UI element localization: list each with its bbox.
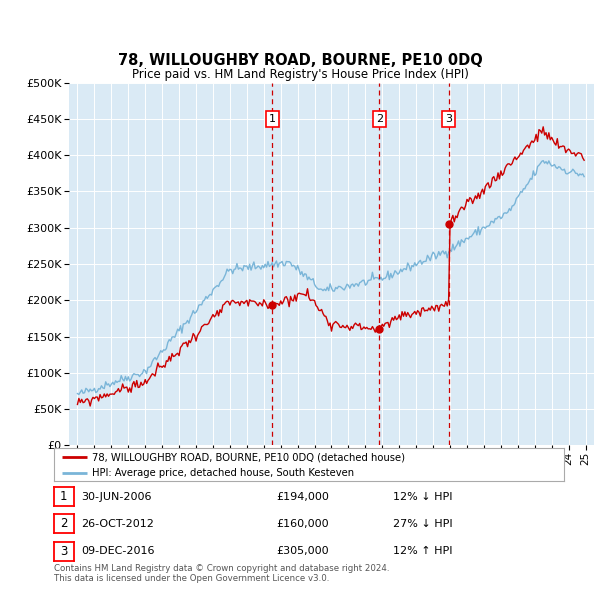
Text: 2: 2	[60, 517, 68, 530]
Text: 09-DEC-2016: 09-DEC-2016	[81, 546, 155, 556]
Text: 12% ↑ HPI: 12% ↑ HPI	[393, 546, 452, 556]
Text: £305,000: £305,000	[276, 546, 329, 556]
Text: 26-OCT-2012: 26-OCT-2012	[81, 519, 154, 529]
Text: 30-JUN-2006: 30-JUN-2006	[81, 492, 151, 502]
Text: Contains HM Land Registry data © Crown copyright and database right 2024.
This d: Contains HM Land Registry data © Crown c…	[54, 563, 389, 583]
Text: Price paid vs. HM Land Registry's House Price Index (HPI): Price paid vs. HM Land Registry's House …	[131, 68, 469, 81]
Text: 12% ↓ HPI: 12% ↓ HPI	[393, 492, 452, 502]
Text: HPI: Average price, detached house, South Kesteven: HPI: Average price, detached house, Sout…	[92, 468, 355, 478]
Text: £160,000: £160,000	[276, 519, 329, 529]
Text: 3: 3	[60, 545, 68, 558]
Text: 1: 1	[60, 490, 68, 503]
Text: 78, WILLOUGHBY ROAD, BOURNE, PE10 0DQ: 78, WILLOUGHBY ROAD, BOURNE, PE10 0DQ	[118, 53, 482, 68]
Text: 3: 3	[445, 114, 452, 124]
Text: 1: 1	[269, 114, 276, 124]
Text: 78, WILLOUGHBY ROAD, BOURNE, PE10 0DQ (detached house): 78, WILLOUGHBY ROAD, BOURNE, PE10 0DQ (d…	[92, 453, 405, 463]
Text: £194,000: £194,000	[276, 492, 329, 502]
Text: 2: 2	[376, 114, 383, 124]
Text: 27% ↓ HPI: 27% ↓ HPI	[393, 519, 452, 529]
